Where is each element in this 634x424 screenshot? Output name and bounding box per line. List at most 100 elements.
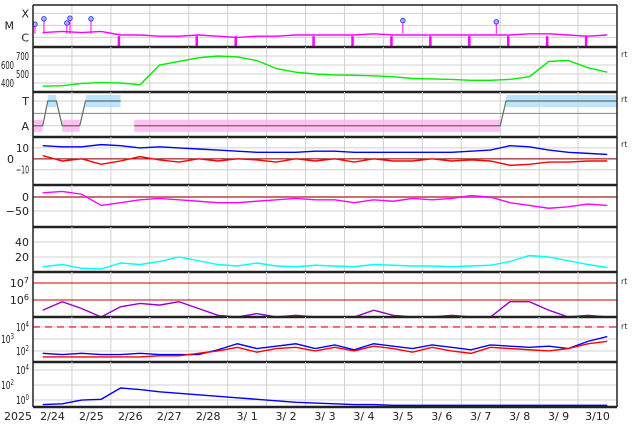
data-gap-mark <box>429 36 432 47</box>
x-tick-label: 3/ 5 <box>392 410 413 423</box>
y-tick-exponent: 3 <box>11 332 14 341</box>
y-tick-base: 400 <box>1 77 14 90</box>
y-tick-label: C <box>21 31 29 44</box>
data-gap-mark <box>506 36 510 47</box>
series-x-ray-flux <box>42 30 608 39</box>
y-tick-label: X <box>21 7 29 20</box>
x-tick-label: 3/10 <box>585 410 610 423</box>
series-index <box>42 254 608 270</box>
y-tick-label: −50 <box>6 205 29 218</box>
y-tick-base: 0 <box>22 191 29 204</box>
flare-marker <box>88 16 94 22</box>
data-gap-mark <box>468 36 471 47</box>
y-tick-label: 600 <box>1 59 14 72</box>
y-tick-base: 10 <box>16 142 29 155</box>
y-tick-label: T <box>21 95 29 108</box>
rt-label: rt <box>621 50 627 59</box>
x-tick-label: 2/27 <box>157 410 182 423</box>
y-tick-label: 0 <box>7 153 14 166</box>
y-tick-label: 102 <box>1 378 14 392</box>
y-tick-label: 100 <box>16 393 29 407</box>
y-tick-base: −50 <box>6 205 29 218</box>
y-tick-base: 10 <box>16 345 26 358</box>
y-tick-base: 700 <box>16 50 29 63</box>
x-tick-label: 3/ 4 <box>353 410 374 423</box>
y-tick-exponent: 2 <box>11 378 14 387</box>
x-tick-label: 3/ 7 <box>470 410 491 423</box>
y-tick-base: 10 <box>1 333 11 346</box>
x-tick-label: 2/28 <box>196 410 221 423</box>
series-protons <box>42 340 608 358</box>
y-tick-exponent: 4 <box>26 320 29 329</box>
panel-dst: 0−50 <box>6 185 617 229</box>
x-tick-label: 3/ 3 <box>314 410 335 423</box>
x-tick-label: 3/ 8 <box>509 410 530 423</box>
panel-imf-bz-bt: 100−10 rt <box>7 137 627 187</box>
y-tick-base: 40 <box>15 236 29 249</box>
series-flux <box>42 387 608 406</box>
panel-xray: XMC <box>5 5 617 49</box>
y-tick-label: 400 <box>1 77 14 90</box>
x-tick-label: 2/26 <box>118 410 143 423</box>
flare-marker <box>64 20 70 26</box>
flare-marker <box>400 17 406 24</box>
y-tick-exponent: 2 <box>26 344 29 353</box>
y-tick-base: M <box>5 19 15 32</box>
y-tick-base: 10 <box>1 379 11 392</box>
series-bz <box>42 154 608 167</box>
data-gap-mark <box>312 36 315 47</box>
y-tick-label: 40 <box>15 236 29 249</box>
y-tick-label: 102 <box>16 344 29 358</box>
y-tick-label: 106 <box>10 293 29 307</box>
y-tick-label: 107 <box>10 276 29 290</box>
flare-marker <box>41 16 47 22</box>
y-tick-base: C <box>21 31 29 44</box>
data-gap-mark <box>390 36 393 47</box>
x-tick-label: 3/ 6 <box>431 410 452 423</box>
y-tick-base: 10 <box>16 321 26 334</box>
y-tick-label: 500 <box>16 68 29 81</box>
y-tick-exponent: 7 <box>24 276 29 285</box>
y-tick-base: 10 <box>16 394 26 407</box>
y-tick-base: 600 <box>1 59 14 72</box>
rt-label: rt <box>621 95 627 104</box>
rt-label: rt <box>621 140 627 149</box>
x-tick-label: 3/ 9 <box>548 410 569 423</box>
y-tick-exponent: 4 <box>26 363 29 372</box>
x-tick-label: 2/25 <box>79 410 104 423</box>
polarity-mode-line <box>33 100 121 127</box>
x-tick-label: 3/ 1 <box>237 410 258 423</box>
y-tick-label: M <box>5 19 15 32</box>
y-tick-base: X <box>21 7 29 20</box>
y-tick-label: A <box>21 120 29 133</box>
data-gap-mark <box>195 36 199 47</box>
x-tick-label: 2/24 <box>40 410 65 423</box>
series-bt <box>42 143 608 156</box>
y-tick-label: 104 <box>16 363 29 377</box>
y-tick-label: 103 <box>1 332 14 346</box>
y-tick-base: 20 <box>15 251 29 264</box>
y-tick-label: 104 <box>16 320 29 334</box>
y-tick-exponent: 0 <box>26 393 29 402</box>
data-gap-mark <box>234 36 237 47</box>
x-tick-label: 3/ 2 <box>275 410 296 423</box>
y-tick-label: 0 <box>22 191 29 204</box>
y-tick-base: 10 <box>16 364 26 377</box>
y-tick-base: 10 <box>10 277 24 290</box>
y-tick-base: A <box>21 120 29 133</box>
rt-label: rt <box>621 322 627 331</box>
y-tick-base: 0 <box>7 153 14 166</box>
series-electron-flux <box>42 300 608 318</box>
y-tick-label: 20 <box>15 251 29 264</box>
y-tick-base: T <box>21 95 29 108</box>
data-gap-mark <box>351 36 354 47</box>
y-tick-base: 10 <box>10 294 24 307</box>
y-tick-base: −10 <box>16 164 29 177</box>
series-solar-wind-speed <box>42 55 608 87</box>
y-tick-label: 10 <box>16 142 29 155</box>
